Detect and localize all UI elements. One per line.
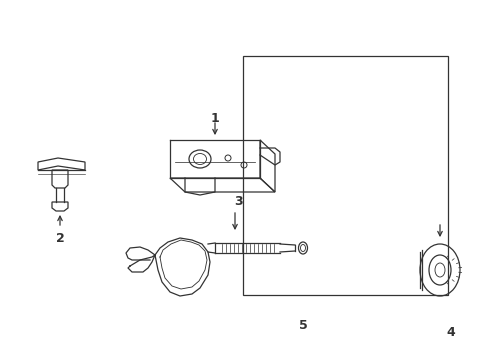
Text: 1: 1	[211, 112, 220, 125]
Text: 3: 3	[234, 195, 243, 208]
Text: 5: 5	[299, 319, 308, 332]
Text: 4: 4	[446, 326, 455, 339]
Bar	[243, 56, 448, 295]
Text: 2: 2	[56, 232, 64, 245]
